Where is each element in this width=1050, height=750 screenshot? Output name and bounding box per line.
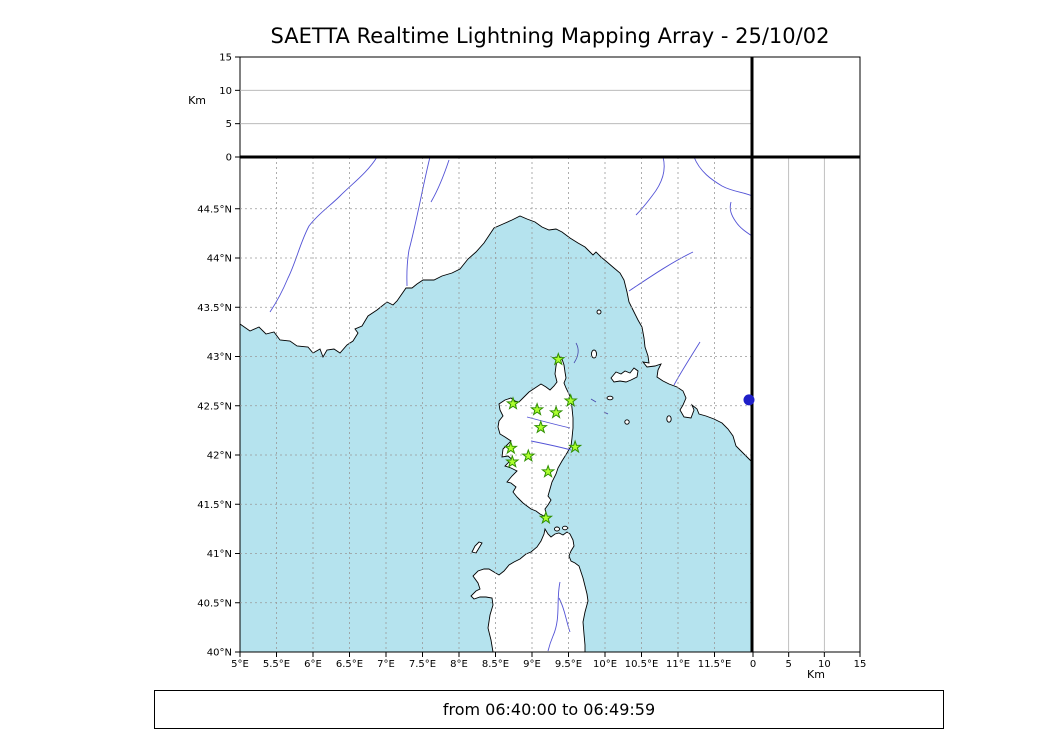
lat-tick-label: 43.5°N [197, 303, 232, 314]
island-maddalena [554, 526, 560, 532]
station-star [563, 393, 578, 407]
corner-panel [752, 56, 861, 158]
lat-tick-label: 40°N [207, 648, 232, 659]
altitude-lon-panel [239, 56, 753, 158]
map-panel [239, 156, 753, 653]
detection-dot [743, 394, 755, 406]
lon-tick-label: 11°E [666, 659, 690, 670]
land-corsica [497, 354, 574, 517]
axis-ticks [235, 56, 861, 657]
lat-tick-label: 43°N [207, 352, 232, 363]
alt-tick-label-top: 15 [219, 53, 232, 64]
island-caprera [562, 525, 568, 531]
time-range-box: from 06:40:00 to 06:49:59 [154, 690, 944, 729]
lon-tick-label: 10°E [593, 659, 617, 670]
station-star [533, 419, 548, 434]
landmasses [239, 156, 753, 653]
lat-tick-label: 44.5°N [197, 204, 232, 215]
rivers [269, 156, 753, 652]
island-capraia [591, 349, 597, 359]
land-mainland [239, 156, 753, 464]
river [406, 156, 431, 287]
lat-tick-label: 42.5°N [197, 401, 232, 412]
station-star [548, 405, 564, 419]
sea-mark [590, 398, 597, 403]
altitude-lat-panel-gridlines [788, 157, 825, 652]
alt-tick-label-right: 5 [785, 659, 791, 670]
lon-tick-label: 7.5°E [409, 659, 436, 670]
alt-tick-label-top: 5 [226, 119, 232, 130]
station-star [540, 464, 556, 478]
alt-tick-label-right: 0 [750, 659, 756, 670]
sea-mark [573, 342, 579, 364]
lon-tick-label: 9°E [523, 659, 541, 670]
river [558, 597, 571, 633]
alt-tick-label-right: 10 [818, 659, 831, 670]
lat-tick-label: 40.5°N [197, 598, 232, 609]
island-montecristo [624, 419, 630, 425]
altitude-lat-panel [752, 156, 861, 653]
lon-tick-label: 5°E [231, 659, 249, 670]
km-label-bottom: Km [807, 668, 825, 681]
lon-tick-label: 9.5°E [555, 659, 582, 670]
river [693, 156, 753, 197]
lon-tick-label: 10.5°E [625, 659, 659, 670]
river [430, 159, 450, 203]
station-star [529, 402, 545, 416]
lon-tick-label: 6.5°E [336, 659, 363, 670]
km-label-left: Km [188, 94, 206, 107]
station-markers [503, 351, 583, 525]
station-star [503, 440, 518, 455]
river [729, 201, 753, 237]
station-star [538, 510, 554, 525]
axis-tick-labels: 5°E 5.5°E 6°E 6.5°E 7°E 7.5°E 8°E 8.5°E 9°E 9.5°E… [197, 53, 866, 671]
lat-tick-label: 41.5°N [197, 500, 232, 511]
lat-tick-label: 41°N [207, 549, 232, 560]
island-elba [610, 367, 639, 383]
island-asinara [471, 541, 483, 554]
altitude-lon-panel-frame [239, 56, 753, 158]
river [635, 156, 665, 216]
river [269, 156, 378, 313]
river [628, 251, 694, 292]
island-giglio [666, 415, 672, 423]
river [530, 440, 572, 451]
alt-tick-label-top: 10 [219, 86, 232, 97]
lon-tick-label: 8.5°E [482, 659, 509, 670]
lon-tick-label: 8°E [450, 659, 468, 670]
lon-tick-label: 6°E [304, 659, 322, 670]
altitude-lat-panel-frame [752, 156, 861, 653]
station-star [567, 439, 583, 454]
alt-tick-label-right: 15 [854, 659, 867, 670]
river [673, 341, 701, 386]
altitude-lon-panel-gridlines [240, 89, 752, 125]
island-pianosa [606, 395, 614, 401]
alt-tick-label-top: 0 [226, 153, 232, 164]
station-star [505, 454, 520, 468]
island-gorgona [596, 309, 602, 315]
lat-tick-label: 42°N [207, 451, 232, 462]
page-title: SAETTA Realtime Lightning Mapping Array … [270, 24, 830, 48]
station-star [521, 448, 536, 463]
lon-tick-label: 5.5°E [263, 659, 290, 670]
detection-points [743, 394, 755, 406]
lon-tick-label: 11.5°E [698, 659, 732, 670]
lon-tick-label: 7°E [377, 659, 395, 670]
time-range-text: from 06:40:00 to 06:49:59 [442, 700, 656, 719]
station-star [551, 351, 566, 366]
station-star [505, 396, 521, 410]
river [547, 581, 561, 652]
grid-lines [240, 157, 752, 652]
land-sardinia [470, 527, 589, 653]
river [526, 416, 571, 429]
lat-tick-label: 44°N [207, 254, 232, 265]
